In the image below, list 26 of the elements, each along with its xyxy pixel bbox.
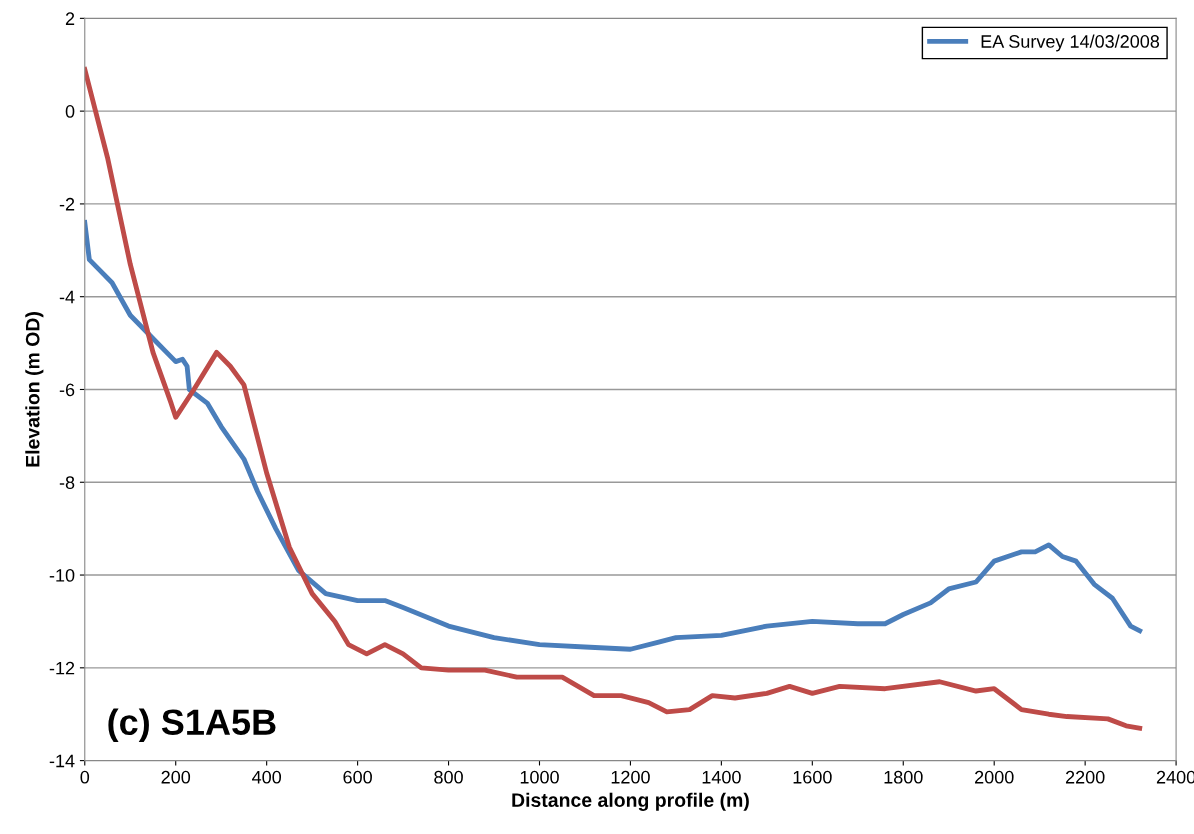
x-tick-label: 1600 bbox=[793, 770, 832, 784]
y-tick-label: 0 bbox=[65, 105, 75, 118]
y-tick-label: -4 bbox=[59, 290, 75, 304]
y-tick-label: -8 bbox=[59, 476, 75, 489]
x-tick-label: 1200 bbox=[611, 770, 650, 784]
x-tick-label: 2000 bbox=[975, 770, 1014, 784]
x-tick-label: 1400 bbox=[702, 770, 741, 784]
y-tick-label: -2 bbox=[59, 197, 75, 211]
y-tick-label: 2 bbox=[65, 12, 75, 25]
annotation: (c) S1A5B bbox=[108, 708, 276, 743]
x-tick-label: 800 bbox=[434, 770, 463, 784]
y-tick-label: -14 bbox=[49, 754, 75, 768]
x-tick-label: 0 bbox=[80, 770, 90, 784]
y-axis-title: Elevation (m OD) bbox=[25, 312, 44, 467]
x-tick-label: 2200 bbox=[1065, 770, 1105, 784]
x-tick-label: 200 bbox=[161, 770, 191, 784]
legend-label: EA Survey 14/03/2008 bbox=[981, 34, 1160, 52]
x-axis-title: Distance along profile (m) bbox=[512, 792, 749, 811]
y-tick-label: -6 bbox=[59, 383, 75, 397]
x-tick-label: 1000 bbox=[520, 770, 559, 784]
x-tick-label: 600 bbox=[343, 770, 372, 784]
x-tick-label: 400 bbox=[252, 770, 282, 784]
y-tick-label: -10 bbox=[49, 568, 75, 582]
line-series bbox=[84, 220, 1143, 652]
y-tick-label: -12 bbox=[49, 661, 75, 675]
x-tick-label: 1800 bbox=[884, 770, 923, 784]
